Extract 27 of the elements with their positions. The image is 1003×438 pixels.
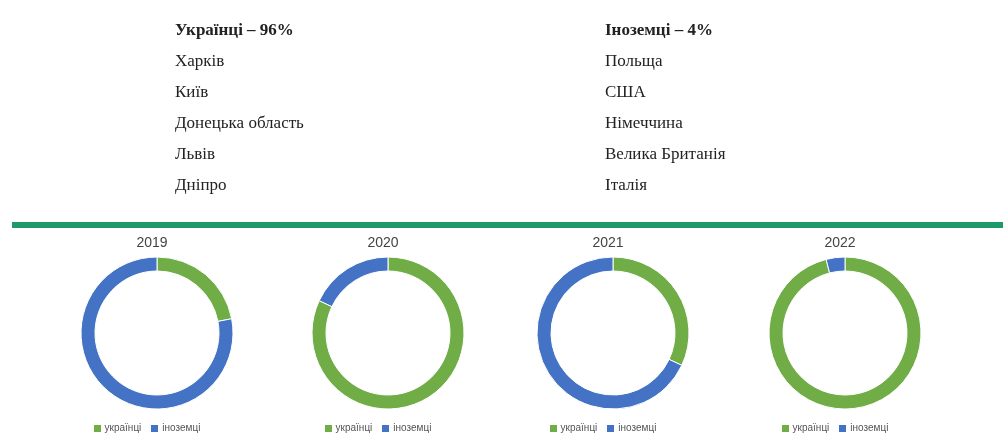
chart-title: 2022 — [823, 234, 857, 250]
legend-label: іноземці — [618, 422, 657, 433]
text: Українці – 96% — [175, 19, 295, 41]
text: Німеччина — [605, 112, 684, 134]
text: Харків — [175, 50, 226, 72]
text: Велика Британія — [605, 143, 726, 165]
legend-label: українці — [560, 422, 598, 433]
text: Польща — [605, 50, 664, 72]
donut-slice — [768, 256, 922, 410]
chart-title: 2019 — [135, 234, 169, 250]
legend-label: іноземці — [393, 422, 432, 433]
text: США — [605, 81, 647, 103]
text: Київ — [175, 81, 210, 103]
legend-label: українці — [335, 422, 373, 433]
text: Дніпро — [175, 174, 228, 196]
legend-label: українці — [792, 422, 830, 433]
donut-slice — [80, 256, 234, 410]
legend-label: українці — [104, 422, 142, 433]
chart-title: 2020 — [366, 234, 400, 250]
donut-slice — [311, 256, 465, 410]
legend-label: іноземці — [162, 422, 201, 433]
legend-label: іноземці — [850, 422, 889, 433]
chart-title: 2021 — [591, 234, 625, 250]
text: Львів — [175, 143, 217, 165]
text: Італія — [605, 174, 649, 196]
text: Донецька область — [175, 112, 304, 134]
text: Іноземці – 4% — [605, 19, 714, 41]
